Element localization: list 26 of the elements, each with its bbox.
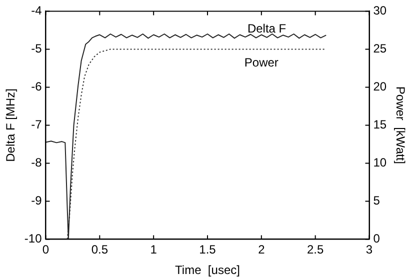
x-tick-label: 0 (42, 242, 50, 257)
x-tick-label: 1 (150, 242, 158, 257)
x-tick-label: 1.5 (199, 242, 216, 257)
x-tick-label: 0.5 (91, 242, 108, 257)
y2-axis-title: Power [kWatt] (393, 86, 408, 164)
y-tick-label: -6 (31, 80, 42, 94)
y2-tick-label: 30 (373, 4, 387, 18)
series-label: Delta F (247, 22, 286, 36)
y-tick-label: -5 (31, 42, 42, 56)
x-axis-title: Time [usec] (175, 263, 240, 278)
y-tick-label: -7 (31, 118, 42, 132)
y-tick-label: -10 (24, 232, 42, 246)
y-axis-title: Delta F [MHz] (4, 88, 18, 162)
y2-tick-label: 20 (373, 80, 387, 94)
y2-tick-label: 15 (373, 118, 387, 132)
series-label: Power (244, 56, 278, 70)
y-tick-label: -4 (31, 4, 42, 18)
y2-tick-label: 0 (373, 232, 380, 246)
y2-tick-label: 10 (373, 156, 387, 170)
x-tick-label: 2 (258, 242, 266, 257)
x-tick-label: 3 (366, 242, 373, 257)
y2-tick-label: 25 (373, 42, 387, 56)
y-tick-label: -9 (31, 194, 42, 208)
y2-tick-label: 5 (373, 194, 380, 208)
x-tick-label: 2.5 (306, 242, 324, 257)
y-tick-label: -8 (31, 156, 42, 170)
